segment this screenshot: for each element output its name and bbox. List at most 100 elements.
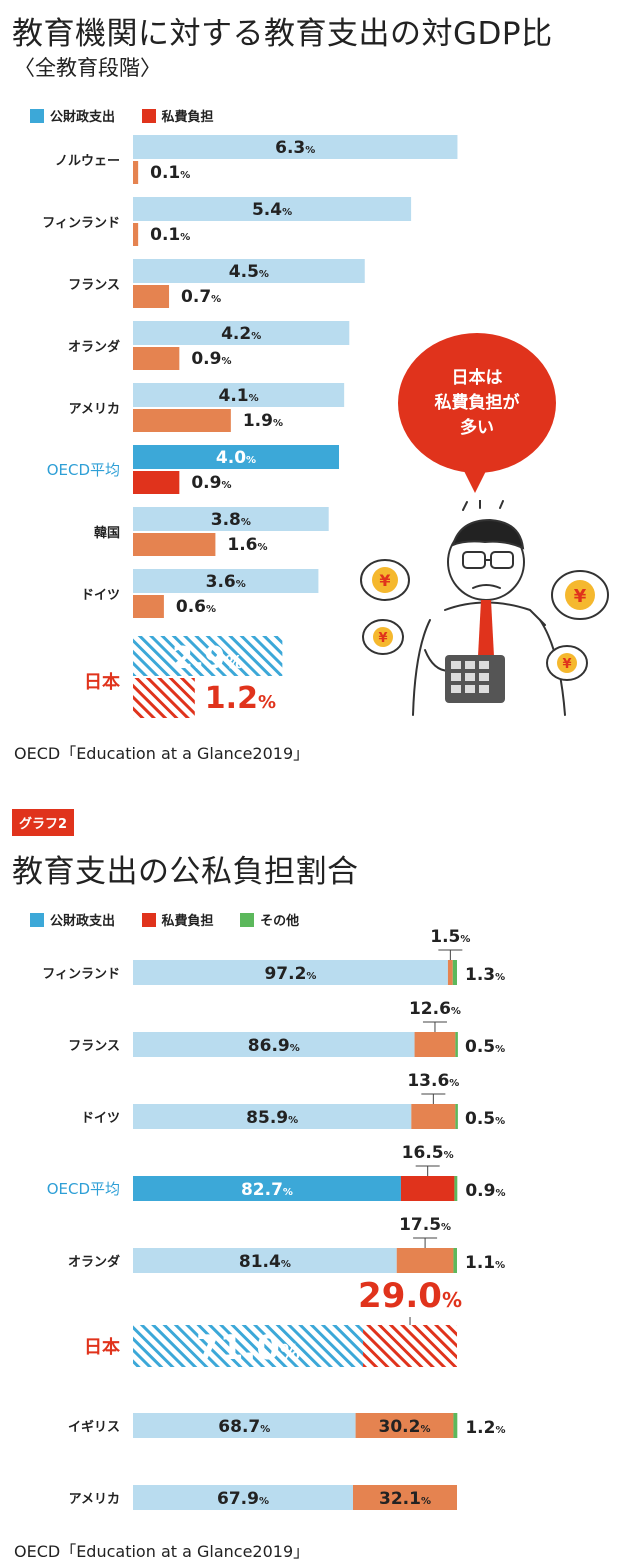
bar-private bbox=[133, 533, 216, 556]
legend-other-label: その他 bbox=[260, 914, 300, 929]
label-private-number: 16.5 bbox=[402, 1143, 444, 1163]
label-private-number: 29.0 bbox=[358, 1276, 442, 1316]
bar-private bbox=[414, 1032, 456, 1057]
label-public-unit: % bbox=[280, 1340, 300, 1364]
label-private-number: 1.2 bbox=[205, 681, 258, 716]
bar-other bbox=[455, 1104, 458, 1129]
label-public: 86.9% bbox=[248, 1036, 300, 1056]
category-label: ドイツ bbox=[81, 1111, 120, 1126]
label-other: 0.5% bbox=[465, 1037, 505, 1057]
label-public-unit: % bbox=[225, 652, 243, 673]
label-public: 2.9% bbox=[172, 641, 243, 676]
label-public-unit: % bbox=[305, 145, 315, 156]
legend-private-swatch bbox=[141, 912, 156, 927]
category-label: OECD平均 bbox=[47, 1180, 120, 1198]
label-other-number: 1.3 bbox=[465, 965, 495, 985]
bar-public bbox=[133, 1413, 356, 1438]
label-other: 1.3% bbox=[465, 965, 505, 985]
label-private-unit: % bbox=[420, 1424, 430, 1435]
label-public-unit: % bbox=[260, 1424, 270, 1435]
bar-other bbox=[453, 1248, 457, 1273]
label-private-number: 17.5 bbox=[399, 1215, 441, 1235]
label-public-number: 4.5 bbox=[229, 262, 259, 282]
bar-public bbox=[133, 507, 329, 531]
bar-private bbox=[352, 1485, 457, 1510]
chart1-subtitle: 〈全教育段階〉 bbox=[14, 56, 161, 80]
label-private: 1.2% bbox=[205, 681, 276, 716]
bar-other bbox=[455, 1032, 458, 1057]
label-private-number: 12.6 bbox=[409, 999, 451, 1019]
bar-public bbox=[133, 1325, 364, 1367]
label-private: 0.9% bbox=[191, 349, 231, 369]
chart2-title: 教育支出の公私負担割合 bbox=[12, 854, 359, 890]
label-public-number: 3.8 bbox=[211, 510, 241, 530]
label-public-number: 82.7 bbox=[241, 1180, 283, 1200]
legend-other: その他 bbox=[240, 910, 299, 929]
label-other-unit: % bbox=[495, 1116, 505, 1127]
legend-other-swatch bbox=[240, 912, 255, 927]
label-private: 12.6% bbox=[409, 999, 461, 1019]
label-private-unit: % bbox=[221, 356, 231, 367]
category-label: フランス bbox=[68, 1039, 120, 1054]
label-other: 1.1% bbox=[465, 1253, 505, 1273]
label-public: 3.6% bbox=[206, 572, 246, 592]
label-private: 1.9% bbox=[243, 411, 283, 431]
label-other: 1.2% bbox=[465, 1418, 505, 1438]
bar-public bbox=[133, 445, 339, 469]
label-public: 81.4% bbox=[239, 1252, 291, 1272]
label-public-number: 4.1 bbox=[218, 386, 248, 406]
label-public-unit: % bbox=[241, 517, 251, 528]
label-private-unit: % bbox=[258, 542, 268, 553]
label-other-unit: % bbox=[495, 1188, 505, 1199]
bar-public bbox=[133, 1104, 412, 1129]
label-private-unit: % bbox=[206, 604, 216, 615]
label-public-unit: % bbox=[290, 1043, 300, 1054]
label-other-number: 0.9 bbox=[465, 1181, 495, 1201]
chart2-svg: フィンランド 97.2%1.5%1.3%フランス 86.9%12.6%0.5%ドイツ… bbox=[42, 927, 505, 1510]
label-public-number: 6.3 bbox=[275, 138, 305, 158]
bar-public bbox=[133, 321, 350, 345]
bar-public bbox=[133, 259, 365, 283]
label-public-unit: % bbox=[282, 207, 292, 218]
bar-public bbox=[133, 1032, 415, 1057]
label-private-unit: % bbox=[180, 170, 190, 181]
bar-public bbox=[133, 197, 412, 221]
bar-public bbox=[133, 1485, 353, 1510]
label-public: 4.0% bbox=[216, 448, 256, 468]
label-private: 32.1% bbox=[379, 1489, 431, 1509]
label-private: 0.1% bbox=[150, 163, 190, 183]
category-label: アメリカ bbox=[69, 402, 120, 417]
bar-private bbox=[363, 1325, 457, 1367]
label-private-number: 1.6 bbox=[227, 535, 257, 555]
label-public-unit: % bbox=[288, 1115, 298, 1126]
label-public-number: 67.9 bbox=[217, 1489, 259, 1509]
label-private: 17.5% bbox=[399, 1215, 451, 1235]
label-public-number: 4.2 bbox=[221, 324, 251, 344]
label-public-number: 4.0 bbox=[216, 448, 246, 468]
legend-private: 私費負担 bbox=[141, 106, 214, 125]
label-private-number: 0.7 bbox=[181, 287, 211, 307]
bubble-line-1: 日本は bbox=[451, 367, 503, 388]
legend-private-swatch bbox=[141, 108, 156, 123]
label-other-number: 0.5 bbox=[465, 1109, 495, 1129]
category-label: フィンランド bbox=[42, 967, 120, 982]
label-public: 6.3% bbox=[275, 138, 315, 158]
label-private-number: 0.1 bbox=[150, 163, 180, 183]
bar-other bbox=[453, 1413, 458, 1438]
label-public-unit: % bbox=[306, 971, 316, 982]
label-public-number: 5.4 bbox=[252, 200, 282, 220]
label-public: 4.1% bbox=[218, 386, 258, 406]
category-label: オランダ bbox=[68, 1254, 120, 1270]
label-private: 0.7% bbox=[181, 287, 221, 307]
label-public: 85.9% bbox=[246, 1108, 298, 1128]
label-private-unit: % bbox=[442, 1288, 462, 1312]
legend-public-swatch bbox=[30, 108, 44, 123]
label-private-number: 0.6 bbox=[176, 597, 206, 617]
legend-public-label: 公財政支出 bbox=[50, 914, 116, 929]
category-label: アメリカ bbox=[69, 1492, 120, 1507]
label-private: 1.6% bbox=[227, 535, 267, 555]
label-private-unit: % bbox=[441, 1222, 451, 1233]
legend-public: 公財政支出 bbox=[30, 106, 115, 125]
yen-icon: ¥ bbox=[379, 571, 390, 590]
label-private: 13.6% bbox=[407, 1071, 459, 1091]
